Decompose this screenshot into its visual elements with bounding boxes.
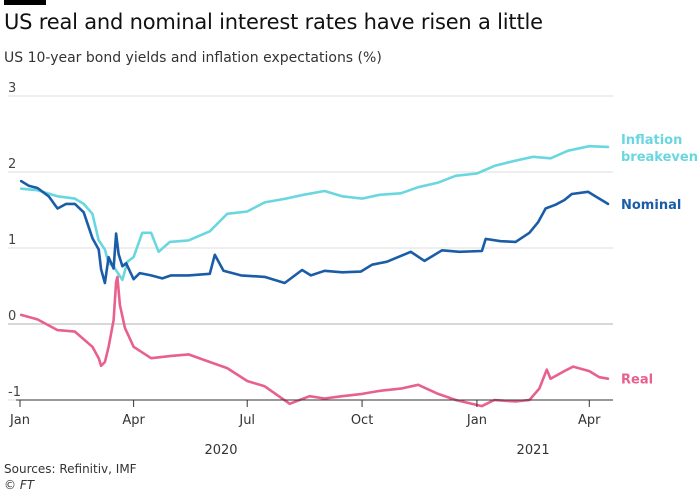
series-label: Real [621,373,653,388]
series-line-real [19,275,610,408]
x-tick-label: Oct [351,413,373,428]
label-layer: Inflation breakeven Nominal Real [621,133,698,388]
series-label: Nominal [621,198,681,213]
y-tick-label: -1 [8,385,21,400]
series-layer [19,144,610,408]
x-tick-label: Apr [122,413,145,428]
series-label: Inflation [621,133,682,148]
chart-subtitle: US 10-year bond yields and inflation exp… [4,50,382,66]
y-tick-label: 3 [8,81,16,96]
series-line-inflation-breakeven [19,144,610,282]
year-label: 2020 [204,443,237,458]
y-tick-label: 2 [8,157,16,172]
year-label: 2021 [517,443,550,458]
y-tick-label: 1 [8,233,16,248]
chart-title: US real and nominal interest rates have … [4,10,543,34]
series-line-nominal [19,179,610,285]
x-tick-label: Jul [238,413,255,428]
copyright-note: © FT [4,478,35,492]
axis-layer: 3 2 1 0 -1 Jan Apr Jul Oct Jan Apr 2020 2021 [8,81,613,458]
x-tick-label: Jan [9,413,30,428]
line-chart: 3 2 1 0 -1 Jan Apr Jul Oct Jan Apr 2020 2021 Inflati… [8,81,698,458]
source-note: Sources: Refinitiv, IMF [4,462,137,476]
series-label: breakeven [621,150,698,165]
x-tick-label: Jan [466,413,487,428]
brand-bar [4,0,46,5]
x-tick-label: Apr [578,413,601,428]
y-tick-label: 0 [8,309,16,324]
